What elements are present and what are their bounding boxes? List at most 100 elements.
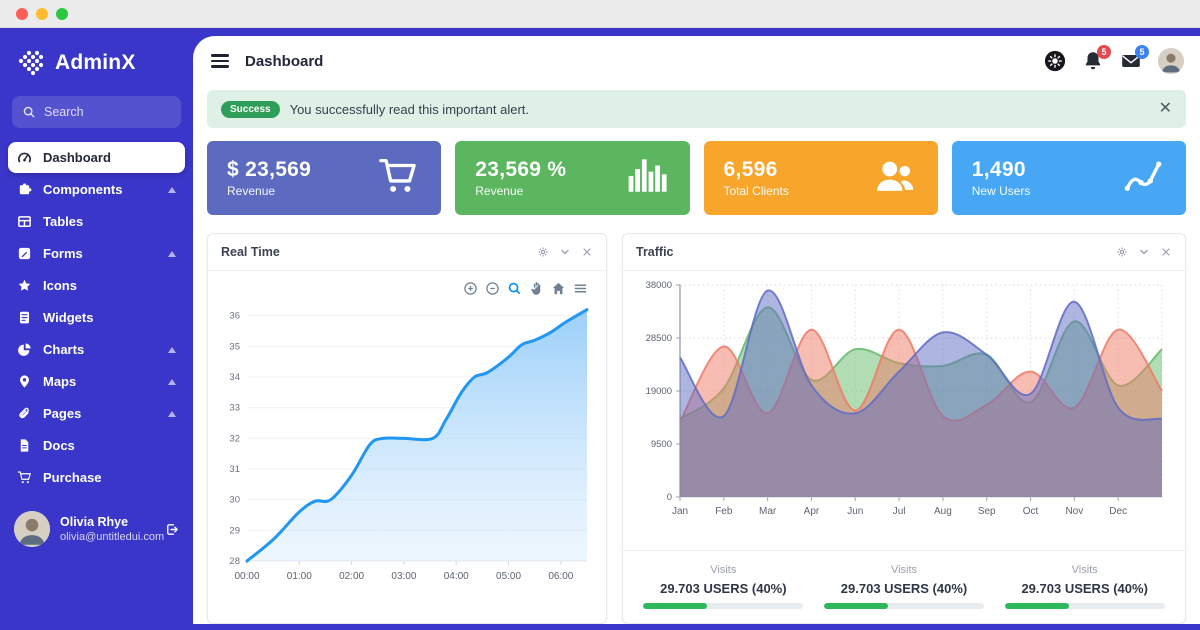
stat-card-revenue[interactable]: 23,569 % Revenue [455,141,690,215]
sidebar-menu: Dashboard Components Tables Forms Icons Widge… [0,142,193,493]
realtime-chart[interactable]: 36 35 34 33 32 31 30 29 28 00:00 01:00 02:00 03:00 04… [221,275,595,605]
svg-text:05:00: 05:00 [496,571,521,582]
svg-text:31: 31 [229,464,240,475]
success-alert: Success You successfully read this impor… [207,90,1186,128]
visits-value: 29.703 USERS (40%) [840,581,968,596]
caret-up-icon [168,346,176,353]
sidebar-item-dashboard[interactable]: Dashboard [8,142,185,173]
search-box[interactable] [12,96,181,128]
envelope-icon [1122,54,1140,68]
stat-value: 1,490 [971,158,1026,181]
profile-avatar[interactable] [1158,48,1184,74]
app-logo-text: AdminX [55,51,136,74]
bell-icon [1085,52,1101,70]
sidebar-item-maps[interactable]: Maps [8,366,185,397]
svg-text:00:00: 00:00 [234,571,259,582]
stat-label: Revenue [475,184,524,198]
panel-collapse-icon[interactable] [559,246,571,258]
pencil-icon [17,246,32,261]
bars-icon [624,155,670,202]
user-avatar [14,511,50,547]
visits-value: 29.703 USERS (40%) [1021,581,1148,596]
window-minimize-button[interactable] [36,7,48,20]
chart-toolbar [463,281,588,296]
sidebar-item-label: Docs [43,438,75,453]
app-logo[interactable]: AdminX [0,48,193,78]
users-icon [872,155,918,202]
panel-settings-icon[interactable] [1116,246,1128,258]
sidebar-item-label: Tables [43,214,84,229]
sidebar-item-forms[interactable]: Forms [8,238,185,269]
panel-collapse-icon[interactable] [1138,246,1150,258]
sidebar-item-label: Dashboard [43,150,111,165]
visit-stat: Visits 29.703 USERS (40%) [633,564,814,609]
table-icon [17,214,32,229]
caret-up-icon [168,410,176,417]
svg-text:0: 0 [667,492,672,503]
stat-value: 6,596 [723,158,778,181]
panel-close-icon[interactable] [1160,246,1172,258]
pin-icon [17,374,32,389]
sidebar-item-charts[interactable]: Charts [8,334,185,365]
hamburger-menu-icon[interactable] [209,50,231,72]
window-maximize-button[interactable] [56,7,68,20]
user-email: olivia@untitledui.com [60,531,165,543]
svg-text:34: 34 [229,372,240,383]
stat-card-total-clients[interactable]: 6,596 Total Clients [703,141,938,215]
caret-up-icon [168,186,176,193]
traffic-panel: Traffic 38000 28500 19000 9500 0 Jan Feb Mar Apr… [622,233,1186,624]
alert-success-badge: Success [221,100,280,118]
svg-text:33: 33 [229,403,240,414]
svg-text:Jul: Jul [893,506,906,517]
sidebar-item-pages[interactable]: Pages [8,398,185,429]
panel-settings-icon[interactable] [537,246,549,258]
chart-menu-icon[interactable] [573,281,588,296]
visits-label: Visits [890,564,918,576]
visits-progress-bar [824,603,984,609]
svg-text:29: 29 [229,525,240,536]
sidebar-item-widgets[interactable]: Widgets [8,302,185,333]
visits-label: Visits [710,564,737,576]
zoom-out-icon[interactable] [485,281,500,296]
alert-close-icon[interactable]: ✕ [1158,100,1172,117]
svg-text:06:00: 06:00 [548,571,573,582]
sidebar-item-label: Widgets [43,310,94,325]
notifications-button[interactable]: 5 [1082,45,1111,72]
svg-text:Nov: Nov [1065,506,1083,517]
stat-card-new-users[interactable]: 1,490 New Users [951,141,1186,215]
theme-toggle-button[interactable] [1044,50,1066,72]
visits-progress-bar [1004,603,1165,609]
main-content: Dashboard 5 5 Success You s [193,36,1200,624]
stat-card-revenue[interactable]: $ 23,569 Revenue [207,141,442,215]
window-close-button[interactable] [16,7,28,20]
visits-value: 29.703 USERS (40%) [660,581,787,596]
zoom-in-icon[interactable] [463,281,478,296]
sidebar-item-label: Charts [43,342,85,357]
sidebar-item-docs[interactable]: Docs [8,430,185,461]
sidebar-item-tables[interactable]: Tables [8,206,185,237]
search-input[interactable] [44,105,171,119]
svg-text:36: 36 [229,311,240,322]
pan-icon[interactable] [529,281,544,296]
star-icon [17,278,32,293]
stat-value: $ 23,569 [227,158,312,181]
sidebar-item-components[interactable]: Components [8,174,185,205]
sidebar-item-icons[interactable]: Icons [8,270,185,301]
stat-cards-row: $ 23,569 Revenue 23,569 % Revenue 6,596 Total… [207,141,1186,215]
sidebar-user-card[interactable]: Olivia Rhye olivia@untitledui.com [14,511,179,547]
sidebar-item-purchase[interactable]: Purchase [8,462,185,493]
user-name: Olivia Rhye [60,515,129,529]
sidebar-item-label: Icons [43,278,77,293]
home-icon[interactable] [551,281,566,296]
widgets-icon [17,310,32,325]
paperclip-icon [17,406,32,421]
svg-text:Mar: Mar [759,506,777,517]
logout-icon[interactable] [164,522,179,537]
panel-close-icon[interactable] [581,246,593,258]
svg-text:Sep: Sep [978,506,996,517]
messages-button[interactable]: 5 [1120,45,1149,72]
sidebar-item-label: Pages [43,406,82,421]
adminx-logo-icon [18,50,44,76]
selection-zoom-icon[interactable] [507,281,522,296]
